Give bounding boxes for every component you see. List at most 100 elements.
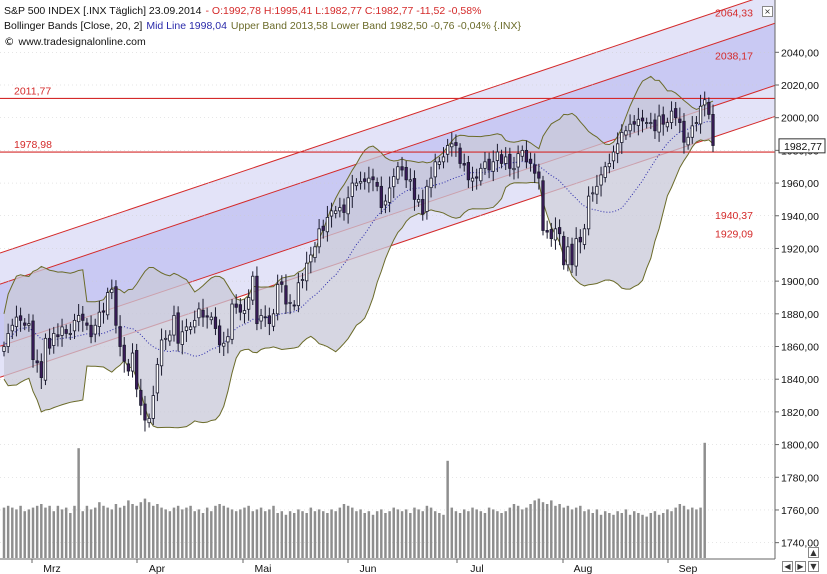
scroll-left-icon[interactable]: ◀ [782,561,793,572]
volume-bar [446,460,449,558]
candle-body [47,337,52,349]
candle-body [512,167,516,171]
candle-body [276,284,280,315]
volume-bar [632,511,636,558]
volume-bar [77,448,80,558]
candle-body [553,228,558,241]
candle-body [193,319,197,328]
candle-body [263,316,267,319]
candle-body [690,125,694,138]
volume-bar [139,502,143,558]
volume-bar [433,511,437,558]
volume-bar [98,502,101,558]
volume-bar [35,505,39,558]
price-tick-label: 1940,00 [781,211,819,223]
volume-bar [247,505,250,558]
volume-bar [442,514,445,558]
price-tick-label: 1740,00 [781,538,819,550]
volume-bar [230,509,234,558]
candle-body [238,304,242,313]
candle-body [686,136,690,146]
volume-bar [322,511,325,558]
bands-readout: Upper Band 2013,58 Lower Band 1982,50 -0… [230,20,522,32]
price-tick-label: 1800,00 [781,440,819,452]
candle-body [39,361,43,378]
close-icon[interactable]: × [762,6,773,17]
volume-bar [380,509,383,558]
volume-bar [599,514,603,558]
volume-bar [313,511,317,558]
price-tick-label: 2040,00 [781,47,819,59]
candle-body [591,192,595,195]
candle-body [412,178,417,200]
volume-bar [251,511,255,558]
ohlc-readout: - O:1992,78 H:1995,41 L:1982,77 C:1982,7… [205,5,482,17]
volume-bar [682,505,686,558]
price-tick-label: 1760,00 [781,505,819,517]
volume-bar [197,509,201,558]
volume-bar [23,511,26,558]
volume-bar [579,505,582,558]
candle-body [379,185,383,208]
candle-body [528,158,533,164]
candle-body [201,309,205,318]
volume-bar [52,511,55,558]
price-tick-label: 1780,00 [781,472,819,484]
candle-body [653,119,657,132]
volume-bar [562,507,565,558]
candle-body [674,108,678,119]
indicator-name: Bollinger Bands [Close, 20, 2] [4,20,143,32]
volume-bar [346,505,350,558]
volume-bar [695,509,698,558]
level-label: 1978,98 [14,139,52,151]
volume-bar [317,509,321,558]
volume-bar [263,511,267,558]
candle-body [110,288,114,293]
candle-body [93,324,97,335]
volume-bar [666,509,669,558]
candle-body [450,143,454,148]
last-price-box [778,138,826,154]
lower-band-line [3,139,714,429]
volume-bar [301,511,304,558]
candle-body [184,326,189,331]
candle-body [458,147,462,164]
candle-body [242,310,247,314]
candle-body [334,210,338,214]
volume-bar [243,507,246,558]
volume-bar [93,507,97,558]
candle-body [135,350,139,390]
volume-bar [533,500,536,558]
candle-body [350,182,354,197]
candle-body [346,197,350,215]
volume-bar [110,509,114,558]
volume-bar [280,511,284,558]
scroll-up-icon[interactable]: ▲ [808,547,819,558]
candle-body [429,177,433,189]
volume-bar [123,505,126,558]
scroll-down-icon[interactable]: ▼ [808,561,819,572]
volume-bar [2,507,6,558]
scroll-right-icon[interactable]: ▶ [795,561,806,572]
volume-bar [500,513,503,558]
candle-body [6,333,10,347]
candle-body [23,322,27,326]
candle-body [164,337,168,340]
channel-label: 2038,17 [715,50,753,62]
volume-bar [288,511,292,558]
price-tick-label: 1860,00 [781,342,819,354]
volume-bar [574,507,578,558]
candle-body [317,228,321,248]
volume-bar [367,511,371,558]
volume-bar [657,514,661,558]
candle-body [649,122,653,124]
candle-body [35,360,39,364]
volume-bar [487,507,491,558]
volume-bar [27,509,31,558]
candle-body [101,310,106,313]
candle-body [549,229,553,240]
volume-bar [653,511,657,558]
candle-body [213,316,218,329]
volume-bar [541,502,545,558]
